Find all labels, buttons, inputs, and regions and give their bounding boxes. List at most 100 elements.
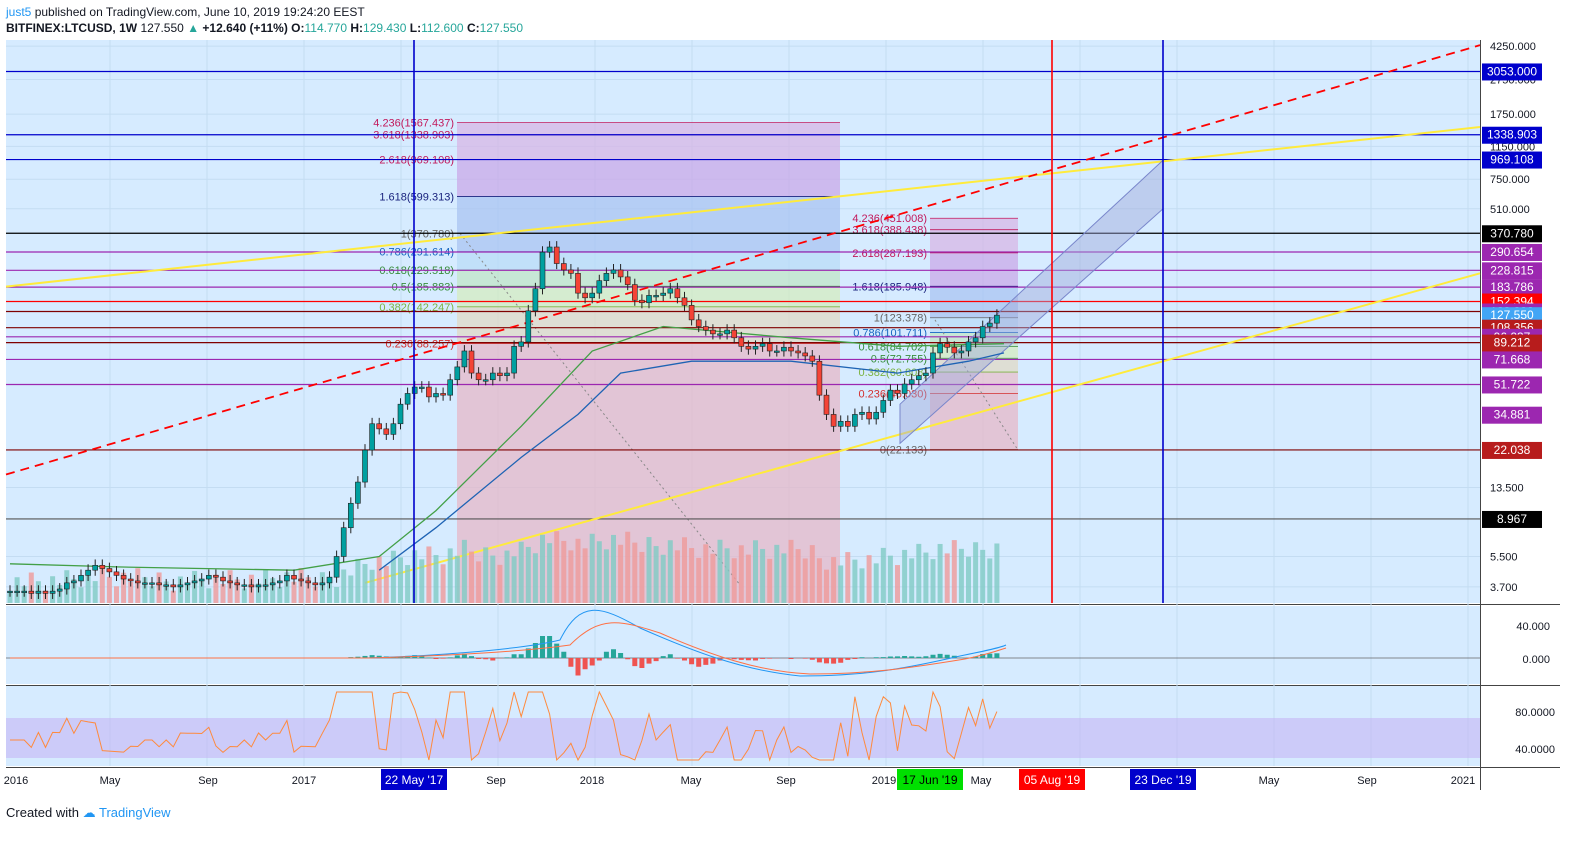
candle-body[interactable] [553,246,560,264]
candle-body[interactable] [319,582,326,586]
candle-body[interactable] [958,350,965,354]
time-marker-box[interactable] [1019,769,1085,790]
candle-body[interactable] [220,576,226,582]
candle-body[interactable] [773,350,780,353]
candle-body[interactable] [461,350,468,368]
candle-body[interactable] [234,582,240,586]
candle-body[interactable] [575,273,581,294]
candle-body[interactable] [135,580,141,584]
candle-body[interactable] [113,571,120,576]
candle-body[interactable] [291,575,297,580]
candle-body[interactable] [497,372,503,376]
price-label-box[interactable] [1482,225,1542,243]
price-label-box[interactable] [1482,243,1542,261]
candle-body[interactable] [92,565,98,571]
candle-body[interactable] [454,366,461,381]
candle-body[interactable] [823,394,830,415]
candle-body[interactable] [589,292,596,299]
symbol-label[interactable]: BITFINEX:LTCUSD, 1W [6,21,138,35]
candle-body[interactable] [518,341,525,347]
candle-body[interactable] [269,582,276,586]
rsi-panel[interactable]: 80.0000 40.0000 [6,690,1555,762]
time-axis[interactable]: 2016 May Sep 2017 Sep 2018 May Sep 2019 May May Sep… [4,769,1475,790]
candle-body[interactable] [866,411,872,420]
candle-body[interactable] [809,355,816,362]
candle-body[interactable] [276,580,283,584]
candle-body[interactable] [560,263,567,271]
candle-body[interactable] [383,428,390,435]
author-name[interactable]: just5 [6,5,32,19]
candle-body[interactable] [539,251,546,290]
candle-body[interactable] [298,578,304,582]
candle-body[interactable] [340,527,347,557]
candle-body[interactable] [596,280,603,294]
price-label-box[interactable] [1482,351,1542,369]
candle-body[interactable] [745,346,752,350]
candle-body[interactable] [766,343,773,352]
candle-body[interactable] [404,393,411,405]
candle-body[interactable] [724,329,730,335]
candle-body[interactable] [695,319,702,327]
candle-body[interactable] [21,590,28,593]
candle-body[interactable] [681,297,688,306]
candle-body[interactable] [568,269,574,274]
candle-body[interactable] [631,284,638,301]
candle-body[interactable] [873,411,880,420]
candle-body[interactable] [248,584,255,588]
candle-body[interactable] [624,276,631,285]
horizontal-levels[interactable] [6,70,1480,520]
candle-body[interactable] [710,329,716,335]
candle-body[interactable] [511,346,517,374]
candle-body[interactable] [326,576,333,584]
price-label-box[interactable] [1482,376,1542,394]
candlesticks[interactable] [7,241,1000,599]
candle-body[interactable] [177,584,184,588]
candle-body[interactable] [951,346,958,354]
candle-body[interactable] [184,582,191,586]
candle-body[interactable] [617,269,624,278]
candle-body[interactable] [525,310,532,343]
candle-body[interactable] [546,246,553,253]
candle-body[interactable] [433,393,439,398]
candle-body[interactable] [362,449,368,483]
candle-body[interactable] [653,295,659,298]
candle-body[interactable] [142,582,148,585]
candle-body[interactable] [752,346,759,350]
candle-body[interactable] [397,403,404,425]
candle-body[interactable] [887,389,894,401]
candle-body[interactable] [35,590,42,594]
candle-body[interactable] [852,414,858,427]
price-label-box[interactable] [1482,151,1542,169]
candle-body[interactable] [965,341,972,352]
candle-body[interactable] [447,379,454,396]
candle-body[interactable] [227,580,233,584]
candle-body[interactable] [994,314,1000,324]
yellow-upper-trend[interactable] [5,126,1481,288]
tradingview-link[interactable]: TradingView [99,805,171,820]
candle-body[interactable] [305,580,312,584]
trend-lines[interactable] [5,44,1481,584]
candle-body[interactable] [717,333,723,336]
candle-body[interactable] [191,580,198,584]
candle-body[interactable] [610,269,617,274]
macd-panel[interactable]: 40.000 0.000 [6,609,1550,677]
vertical-time-lines[interactable] [413,40,1164,603]
candle-body[interactable] [759,343,766,347]
candle-body[interactable] [880,400,887,413]
candle-body[interactable] [816,360,823,396]
yellow-lower-trend[interactable] [364,272,1481,584]
candle-body[interactable] [859,411,865,415]
candle-body[interactable] [908,379,915,385]
price-label-box[interactable] [1482,406,1542,424]
time-marker-box[interactable] [897,769,963,790]
candle-body[interactable] [347,502,354,529]
candle-body[interactable] [646,295,652,304]
candle-body[interactable] [603,273,610,281]
candle-body[interactable] [170,584,177,588]
candle-body[interactable] [504,372,510,376]
candle-body[interactable] [355,481,361,504]
price-label-box[interactable] [1482,63,1542,81]
candle-body[interactable] [71,580,77,584]
candle-body[interactable] [255,584,262,588]
